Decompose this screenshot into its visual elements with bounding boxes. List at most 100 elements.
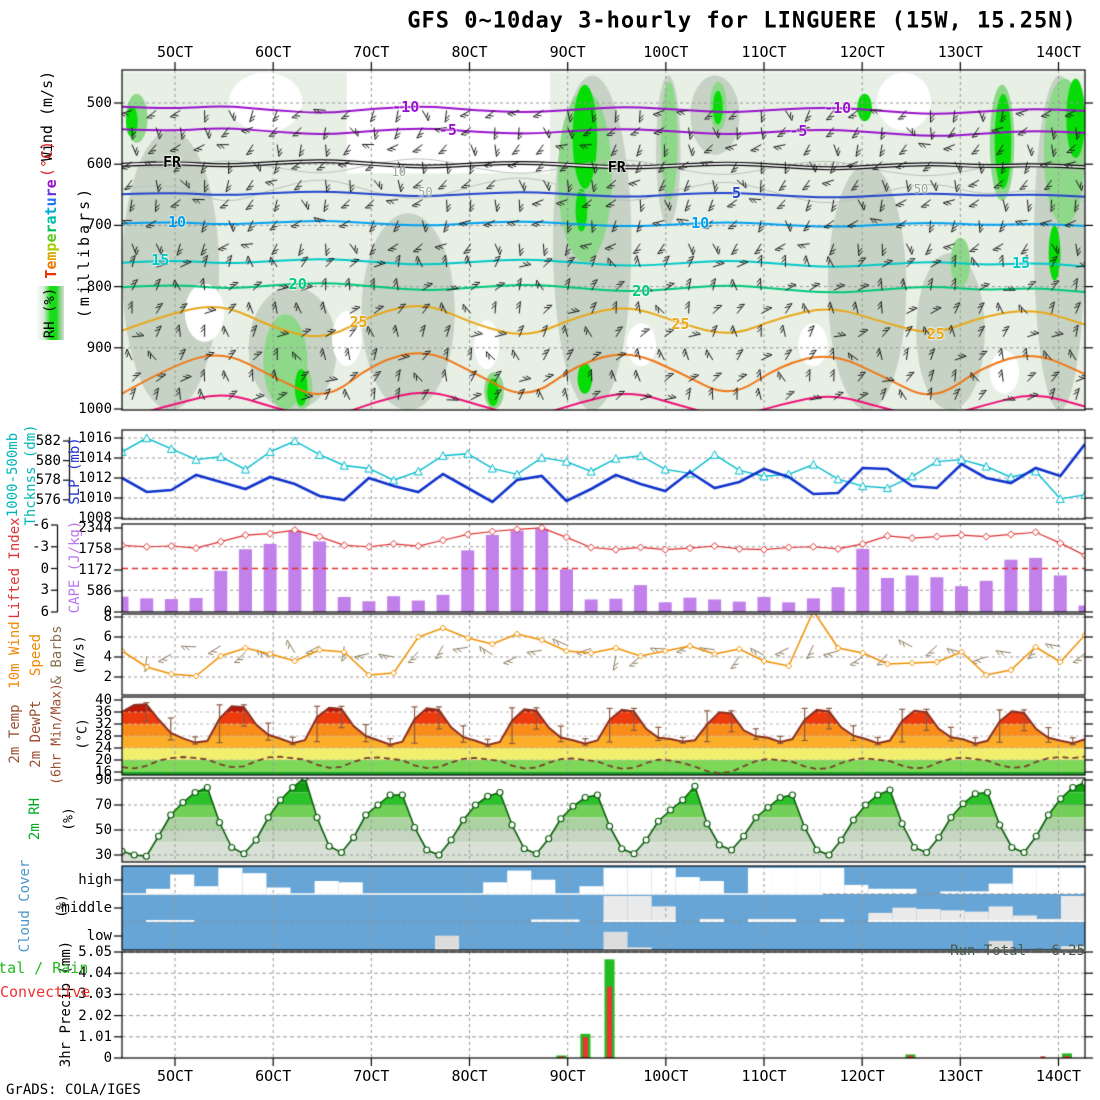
x-axis-day-label-bottom: 10OCT — [643, 1067, 689, 1085]
cloud-row-label-middle: middle — [61, 900, 112, 916]
x-axis-day-label-bottom: 9OCT — [549, 1067, 586, 1085]
contour-label: 25 — [349, 313, 368, 332]
cloud-row-label-low: low — [86, 928, 112, 944]
temp-tick-label: 32 — [95, 716, 112, 732]
x-axis-day-label-bottom: 14OCT — [1035, 1067, 1082, 1085]
cape-tick-label: 0 — [103, 604, 112, 620]
temperature-letter: m — [42, 251, 60, 261]
x-axis-day-label-top: 13OCT — [937, 43, 983, 61]
x-axis-day-label-bottom: 5OCT — [156, 1067, 194, 1085]
rh-tick-label: 70 — [95, 797, 112, 813]
pressure-tick-label: 1000 — [78, 401, 112, 417]
x-axis-day-label-top: 11OCT — [741, 43, 787, 61]
wind10m-axis-label-1: 10m Wind — [7, 621, 23, 689]
temperature-letter: a — [42, 215, 60, 225]
contour-label: 10 — [167, 212, 186, 231]
temperature-letter: e — [42, 179, 60, 189]
pressure-tick-label: 600 — [86, 156, 112, 173]
slp-tick-label: 1012 — [78, 470, 112, 486]
rh-legend-swatch — [36, 286, 64, 340]
x-axis-day-label-bottom: 12OCT — [839, 1067, 885, 1085]
precip-tick-label: 3.03 — [78, 986, 112, 1003]
temperature-axis-label: Temperature — [42, 179, 60, 278]
temp-tick-label: 40 — [95, 692, 112, 708]
temperature-letter: r — [42, 224, 60, 234]
freezing-level-label: FR — [607, 158, 626, 177]
thickness-tick-label: 578 — [35, 472, 61, 489]
rh2m-axis-label: 2m RH — [27, 797, 43, 841]
contour-label: 5 — [731, 183, 742, 202]
temp-tick-label: 20 — [95, 752, 112, 768]
slp-tick-label: 1016 — [78, 430, 112, 446]
x-axis-day-label-bottom: 11OCT — [741, 1067, 787, 1085]
x-axis-day-label-bottom: 7OCT — [353, 1067, 390, 1085]
wind10m-axis-label-3: & Barbs — [49, 625, 65, 685]
x-axis-day-label-bottom: 6OCT — [255, 1067, 292, 1085]
x-axis-day-label-top: 12OCT — [839, 43, 885, 61]
contour-label: 10 — [691, 214, 710, 233]
temperature-letter: e — [42, 233, 60, 243]
slp-axis-label: SLP (mb) — [67, 437, 83, 505]
cape-tick-label: 586 — [86, 583, 112, 599]
lifted-index-tick-label: -3 — [32, 538, 49, 555]
x-axis-day-label-top: 14OCT — [1035, 43, 1082, 61]
wind10m-axis-unit: (m/s) — [72, 635, 88, 675]
contour-label: -10 — [824, 98, 852, 117]
grads-credit: GrADS: COLA/IGES — [6, 1082, 141, 1098]
chart-title: GFS 0~10day 3-hourly for LINGUERE (15W, … — [407, 8, 1077, 34]
cape-tick-label: 1758 — [78, 541, 112, 557]
x-axis-day-label-bottom: 8OCT — [451, 1067, 488, 1085]
cloud-row-label-high: high — [78, 872, 112, 888]
thickness-tick-label: 576 — [35, 491, 61, 508]
upper-degc-axis-label: (°C) — [38, 140, 56, 178]
rh-contour-label: 50 — [913, 181, 929, 196]
contour-label: -10 — [392, 98, 420, 117]
temp2m-axis-label-3: (6hr Min/Max) — [49, 683, 65, 785]
temp2m-axis-label-1: 2m Temp — [7, 704, 23, 764]
wind10m-axis-label-2: Speed — [28, 633, 44, 677]
contour-label: 15 — [151, 251, 170, 270]
thickness-tick-label: 582 — [35, 433, 61, 449]
pressure-tick-label: 800 — [86, 278, 112, 295]
x-axis-day-label-top: 6OCT — [255, 43, 292, 61]
pressure-axis-label: (millibars) — [75, 185, 93, 319]
slp-tick-label: 1010 — [78, 490, 112, 506]
temperature-letter: t — [42, 206, 60, 216]
temp2m-axis-label-2: 2m DewPt — [28, 700, 44, 768]
precip-tick-label: 2.02 — [78, 1007, 112, 1024]
temp-tick-label: 24 — [95, 740, 112, 756]
temperature-letter: T — [42, 269, 60, 279]
temp-tick-label: 28 — [95, 728, 112, 744]
lifted-index-tick-label: 6 — [40, 604, 49, 620]
wind-speed-tick-label: 6 — [103, 629, 112, 645]
precip-total-legend: Total / Rain — [0, 959, 89, 977]
temperature-letter: u — [42, 197, 60, 207]
x-axis-day-label-top: 8OCT — [451, 43, 488, 61]
thickness-axis-label-2: Thcknss (dm) — [23, 424, 39, 526]
precip-tick-label: 0 — [103, 1050, 112, 1066]
pressure-tick-label: 900 — [86, 339, 112, 356]
temperature-letter: e — [42, 260, 60, 270]
lifted-index-tick-label: -6 — [32, 517, 49, 533]
rh-tick-label: 30 — [95, 847, 112, 863]
lifted-index-axis-label: Lifted Index — [7, 517, 23, 619]
contour-label: -5 — [789, 121, 808, 140]
wind-speed-tick-label: 8 — [103, 609, 112, 625]
x-axis-day-label-top: 9OCT — [549, 43, 586, 61]
precip-tick-label: 1.01 — [78, 1028, 112, 1045]
rh-tick-label: 50 — [95, 822, 112, 838]
pressure-tick-label: 500 — [86, 95, 112, 111]
x-axis-day-label-bottom: 13OCT — [937, 1067, 983, 1085]
temperature-letter: p — [42, 242, 60, 252]
rh-contour-label: 50 — [418, 184, 433, 199]
precip-tick-label: 5.05 — [78, 944, 112, 960]
lifted-index-tick-label: 3 — [40, 582, 49, 599]
contour-label: 15 — [1012, 254, 1031, 273]
cape-tick-label: 2344 — [78, 520, 112, 536]
contour-label: 25 — [671, 314, 690, 333]
slp-tick-label: 1014 — [78, 450, 112, 466]
slp-tick-label: 1008 — [78, 510, 112, 526]
pressure-tick-label: 700 — [86, 217, 112, 234]
